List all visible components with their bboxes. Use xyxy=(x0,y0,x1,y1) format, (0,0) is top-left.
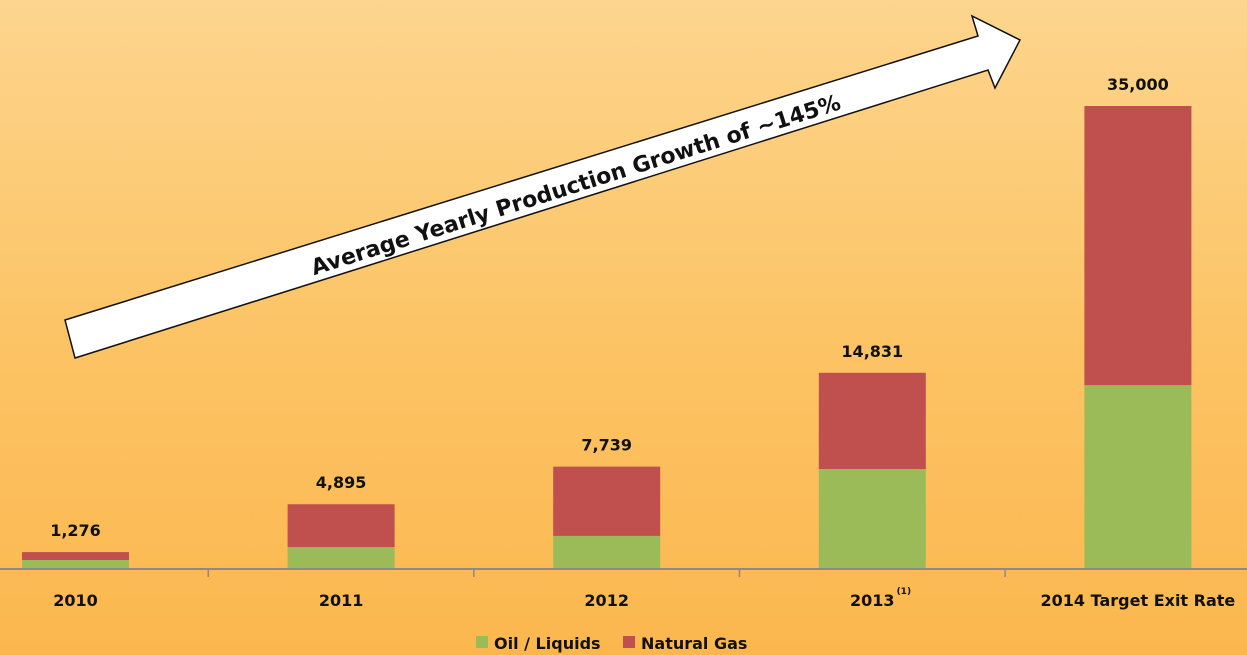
growth-arrow: Average Yearly Production Growth of ~145… xyxy=(64,14,1022,359)
category-label: 2014 Target Exit Rate xyxy=(1041,591,1236,610)
total-label: 14,831 xyxy=(841,342,903,361)
bar-oil-2 xyxy=(553,535,661,569)
legend-swatch-gas xyxy=(623,636,635,648)
bar-oil-4 xyxy=(1084,385,1192,569)
category-label: 2012 xyxy=(584,591,629,610)
bar-oil-0 xyxy=(22,560,129,569)
total-label: 1,276 xyxy=(50,521,101,540)
bar-gas-4 xyxy=(1084,106,1192,386)
category-label: 2013 xyxy=(850,591,895,610)
bar-oil-3 xyxy=(818,468,926,569)
legend-label-gas: Natural Gas xyxy=(641,634,747,653)
growth-arrow-shape xyxy=(64,14,1022,359)
legend-label-oil: Oil / Liquids xyxy=(494,634,601,653)
category-label: 2010 xyxy=(53,591,98,610)
footnote-marker: (1) xyxy=(897,587,912,597)
bar-gas-2 xyxy=(553,466,661,536)
legend: Oil / Liquids Natural Gas xyxy=(476,634,747,653)
total-label: 35,000 xyxy=(1107,75,1169,94)
legend-swatch-oil xyxy=(476,636,488,648)
bar-gas-0 xyxy=(22,552,129,561)
bar-gas-3 xyxy=(818,372,926,469)
bar-gas-1 xyxy=(287,504,395,548)
bar-oil-1 xyxy=(287,547,395,569)
total-label: 4,895 xyxy=(316,473,367,492)
total-label: 7,739 xyxy=(581,436,632,455)
growth-annotation: Average Yearly Production Growth of ~145… xyxy=(308,91,843,281)
category-label: 2011 xyxy=(319,591,364,610)
